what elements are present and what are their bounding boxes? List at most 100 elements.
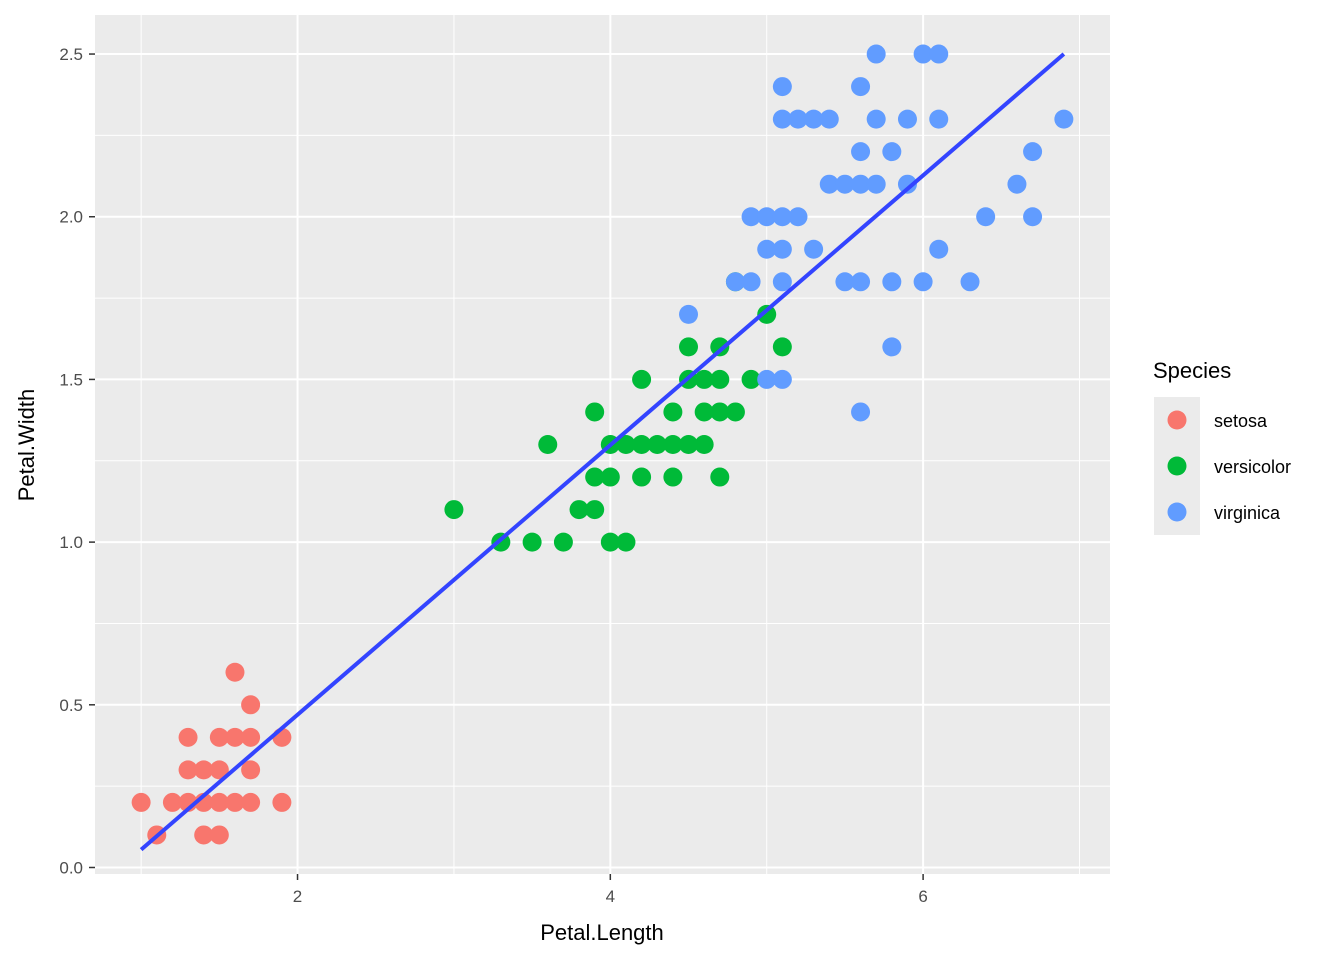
virginica-point xyxy=(772,369,792,389)
virginica-point xyxy=(866,44,886,64)
setosa-point xyxy=(225,792,245,812)
versicolor-point xyxy=(569,500,589,520)
versicolor-point xyxy=(585,467,605,487)
virginica-point xyxy=(835,272,855,292)
y-tick-label: 0.5 xyxy=(59,696,83,715)
versicolor-point xyxy=(585,500,605,520)
virginica-point xyxy=(757,239,777,259)
versicolor-point xyxy=(585,402,605,422)
versicolor-point xyxy=(710,467,730,487)
virginica-point xyxy=(851,402,871,422)
virginica-point xyxy=(772,207,792,227)
virginica-point xyxy=(1054,109,1074,129)
setosa-point xyxy=(209,727,229,747)
virginica-point xyxy=(851,77,871,97)
versicolor-point xyxy=(710,369,730,389)
versicolor-point xyxy=(647,435,667,454)
setosa-point xyxy=(162,792,182,812)
setosa-point xyxy=(225,662,245,682)
y-tick-label: 2.5 xyxy=(59,45,83,64)
setosa-point xyxy=(241,792,261,812)
setosa-point xyxy=(241,695,261,715)
virginica-point xyxy=(913,272,933,292)
versicolor-point xyxy=(663,402,683,422)
virginica-point xyxy=(725,272,745,292)
versicolor-point xyxy=(694,369,714,389)
versicolor-point xyxy=(538,435,558,454)
y-tick-label: 1.0 xyxy=(59,533,83,552)
virginica-point xyxy=(1023,207,1043,227)
virginica-point xyxy=(882,142,902,162)
virginica-point xyxy=(819,109,839,129)
legend-key-setosa xyxy=(1167,410,1187,430)
virginica-point xyxy=(882,272,902,292)
virginica-point xyxy=(897,174,917,194)
setosa-point xyxy=(209,792,229,812)
versicolor-point xyxy=(632,467,652,487)
setosa-point xyxy=(209,760,229,780)
legend-key-virginica xyxy=(1167,502,1187,522)
virginica-point xyxy=(1007,174,1027,194)
setosa-point xyxy=(225,727,245,747)
virginica-point xyxy=(851,142,871,162)
versicolor-point xyxy=(600,532,620,552)
x-tick-label: 4 xyxy=(606,887,615,906)
virginica-point xyxy=(788,207,808,227)
virginica-point xyxy=(929,239,949,259)
versicolor-point xyxy=(663,467,683,487)
y-tick-label: 2.0 xyxy=(59,208,83,227)
versicolor-point xyxy=(616,435,636,454)
versicolor-point xyxy=(710,402,730,422)
legend-label-virginica: virginica xyxy=(1214,503,1281,523)
virginica-point xyxy=(913,44,933,64)
virginica-point xyxy=(866,174,886,194)
versicolor-point xyxy=(616,532,636,552)
versicolor-point xyxy=(679,435,699,454)
legend-label-versicolor: versicolor xyxy=(1214,457,1291,477)
x-axis-title: Petal.Length xyxy=(540,920,664,945)
virginica-point xyxy=(851,174,871,194)
setosa-point xyxy=(272,792,292,812)
x-tick-label: 2 xyxy=(293,887,302,906)
virginica-point xyxy=(866,109,886,129)
virginica-point xyxy=(772,272,792,292)
virginica-point xyxy=(772,77,792,97)
legend-items: setosa versicolor virginica xyxy=(1154,397,1291,535)
x-tick-label: 6 xyxy=(918,887,927,906)
versicolor-point xyxy=(632,369,652,389)
versicolor-point xyxy=(553,532,573,552)
versicolor-point xyxy=(679,337,699,357)
setosa-point xyxy=(241,760,261,780)
virginica-point xyxy=(819,174,839,194)
versicolor-point xyxy=(725,402,745,422)
versicolor-point xyxy=(741,369,761,389)
virginica-point xyxy=(788,109,808,129)
axis-tick-labels: 2 4 6 0.0 0.5 1.0 1.5 2.0 2.5 xyxy=(59,45,927,906)
virginica-point xyxy=(741,272,761,292)
versicolor-point xyxy=(600,467,620,487)
virginica-point xyxy=(929,44,949,64)
virginica-point xyxy=(804,109,824,129)
virginica-point xyxy=(1023,142,1043,162)
versicolor-point xyxy=(772,337,792,357)
trend-line-group xyxy=(139,52,1066,852)
trend-line xyxy=(139,52,1066,852)
virginica-point xyxy=(741,207,761,227)
virginica-point xyxy=(882,337,902,357)
virginica-point xyxy=(772,239,792,259)
setosa-point xyxy=(178,727,198,747)
axis-ticks xyxy=(89,53,924,880)
versicolor-point xyxy=(694,435,714,454)
setosa-point xyxy=(241,727,261,747)
virginica-point xyxy=(772,109,792,129)
y-tick-label: 0.0 xyxy=(59,858,83,877)
versicolor-point xyxy=(632,435,652,454)
y-tick-label: 1.5 xyxy=(59,370,83,389)
versicolor-point xyxy=(444,500,464,520)
virginica-point xyxy=(897,109,917,129)
minor-gridlines xyxy=(95,15,1110,874)
virginica-point xyxy=(804,239,824,259)
virginica-point xyxy=(960,272,980,292)
setosa-point xyxy=(131,792,151,812)
